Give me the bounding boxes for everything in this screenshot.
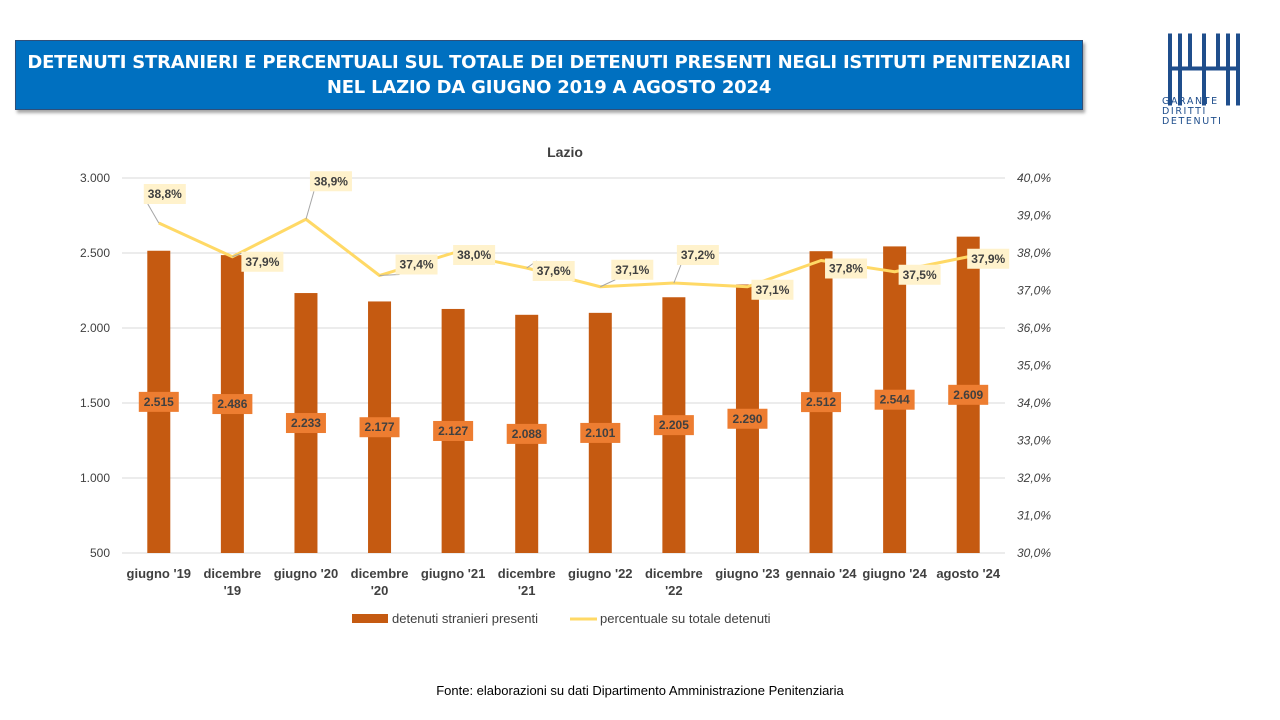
- bar-layer: [147, 236, 980, 553]
- y-right-tick-label: 33,0%: [1017, 434, 1051, 448]
- y-right-tick-label: 34,0%: [1017, 396, 1051, 410]
- y-right-tick-label: 40,0%: [1017, 171, 1051, 185]
- svg-text:2.177: 2.177: [365, 420, 395, 434]
- svg-text:37,2%: 37,2%: [681, 248, 715, 262]
- bar-data-label: 2.486: [212, 394, 253, 415]
- title-banner: DETENUTI STRANIERI E PERCENTUALI SUL TOT…: [15, 40, 1083, 110]
- svg-text:37,5%: 37,5%: [903, 268, 937, 282]
- point-data-label: 37,4%: [379, 254, 438, 276]
- svg-text:37,4%: 37,4%: [400, 258, 434, 272]
- garante-diritti-detenuti-logo-icon: [1168, 33, 1240, 106]
- y-right-tick-label: 30,0%: [1017, 546, 1051, 560]
- svg-text:2.233: 2.233: [291, 416, 321, 430]
- grid-layer: [122, 177, 1005, 554]
- point-data-label: 37,5%: [898, 264, 941, 285]
- svg-text:38,0%: 38,0%: [457, 248, 491, 262]
- svg-text:2.101: 2.101: [585, 426, 615, 440]
- svg-text:2.486: 2.486: [217, 397, 247, 411]
- logo-text-line-3: DETENUTI: [1162, 116, 1223, 127]
- svg-text:38,9%: 38,9%: [314, 174, 348, 188]
- x-tick-label: dicembre '22: [645, 566, 703, 598]
- svg-text:2.515: 2.515: [144, 395, 174, 409]
- x-tick-label: dicembre '21: [498, 566, 556, 598]
- y-right-tick-label: 39,0%: [1017, 209, 1051, 223]
- bar-data-label: 2.512: [801, 392, 842, 413]
- point-data-label: 37,1%: [600, 259, 654, 288]
- bar-data-label: 2.205: [653, 415, 694, 436]
- svg-text:2.609: 2.609: [953, 388, 983, 402]
- x-tick-label: giugno '23: [715, 566, 779, 581]
- chart-title: Lazio: [547, 144, 583, 160]
- logo-text-line-1: GARANTE: [1162, 96, 1219, 107]
- axis-layer: 500 1.000 1.500 2.000 2.500 3.000 30,0% 31,0% 32…: [80, 171, 1051, 598]
- bar-data-label: 2.609: [948, 384, 989, 405]
- title-line-1: DETENUTI STRANIERI E PERCENTUALI SUL TOT…: [27, 52, 1071, 73]
- legend-swatch-bars: [352, 614, 388, 623]
- x-tick-label: giugno '22: [568, 566, 632, 581]
- point-data-label: 37,8%: [825, 258, 868, 279]
- svg-text:2.088: 2.088: [512, 427, 542, 441]
- y-right-tick-label: 37,0%: [1017, 284, 1051, 298]
- y-left-tick-label: 3.000: [80, 171, 110, 185]
- svg-text:2.290: 2.290: [732, 412, 762, 426]
- bar-data-label: 2.290: [727, 408, 768, 429]
- bar-data-label: 2.544: [874, 389, 915, 410]
- x-tick-label: gennaio '24: [786, 566, 858, 581]
- svg-text:37,1%: 37,1%: [615, 263, 649, 277]
- point-data-label: 38,8%: [143, 184, 186, 224]
- y-right-tick-label: 35,0%: [1017, 359, 1051, 373]
- y-right-tick-label: 38,0%: [1017, 246, 1051, 260]
- svg-text:38,8%: 38,8%: [148, 187, 182, 201]
- bar-data-label: 2.088: [506, 423, 547, 444]
- point-data-label: 38,9%: [305, 171, 352, 220]
- y-left-tick-label: 1.000: [80, 471, 110, 485]
- point-data-label: 37,6%: [526, 260, 575, 281]
- bar-data-label: 2.127: [433, 420, 474, 441]
- y-left-tick-label: 1.500: [80, 396, 110, 410]
- svg-text:37,9%: 37,9%: [245, 255, 279, 269]
- x-tick-label: giugno '20: [274, 566, 338, 581]
- bar-data-label: 2.101: [580, 422, 621, 443]
- svg-text:2.512: 2.512: [806, 395, 836, 409]
- y-left-tick-label: 2.000: [80, 321, 110, 335]
- point-data-label: 37,9%: [232, 251, 284, 272]
- bar-data-label: 2.233: [285, 413, 326, 434]
- svg-text:2.544: 2.544: [880, 393, 910, 407]
- y-left-tick-label: 2.500: [80, 246, 110, 260]
- svg-text:37,6%: 37,6%: [537, 264, 571, 278]
- y-left-tick-label: 500: [90, 546, 110, 560]
- legend: detenuti stranieri presenti percentuale …: [352, 611, 771, 626]
- x-tick-label: dicembre '20: [351, 566, 409, 598]
- point-data-label: 37,1%: [751, 279, 794, 300]
- svg-text:37,8%: 37,8%: [829, 262, 863, 276]
- x-tick-label: giugno '19: [127, 566, 191, 581]
- title-line-2: NEL LAZIO DA GIUGNO 2019 A AGOSTO 2024: [326, 77, 772, 98]
- label-layer: 2.515 2.486 2.233 2.177 2.127 2.088 2.101 2.205…: [138, 171, 1010, 444]
- x-tick-label: giugno '21: [421, 566, 485, 581]
- point-data-label: 37,9%: [967, 248, 1010, 269]
- y-right-tick-label: 31,0%: [1017, 509, 1051, 523]
- svg-text:2.127: 2.127: [438, 424, 468, 438]
- point-data-label: 37,2%: [673, 245, 719, 284]
- legend-label-bars: detenuti stranieri presenti: [392, 611, 538, 626]
- logo-text-line-2: DIRITTI: [1162, 106, 1207, 117]
- source-note: Fonte: elaborazioni su dati Dipartimento…: [436, 683, 844, 698]
- bar-data-label: 2.177: [359, 417, 400, 438]
- x-tick-label: giugno '24: [862, 566, 927, 581]
- svg-text:2.205: 2.205: [659, 418, 689, 432]
- svg-text:37,9%: 37,9%: [971, 252, 1005, 266]
- x-tick-label: agosto '24: [936, 566, 1001, 581]
- legend-label-line: percentuale su totale detenuti: [600, 611, 771, 626]
- point-data-label: 38,0%: [453, 245, 496, 265]
- y-right-tick-label: 36,0%: [1017, 321, 1051, 335]
- bar-data-label: 2.515: [138, 391, 179, 412]
- y-right-tick-label: 32,0%: [1017, 471, 1051, 485]
- svg-text:37,1%: 37,1%: [755, 283, 789, 297]
- x-tick-label: dicembre '19: [203, 566, 261, 598]
